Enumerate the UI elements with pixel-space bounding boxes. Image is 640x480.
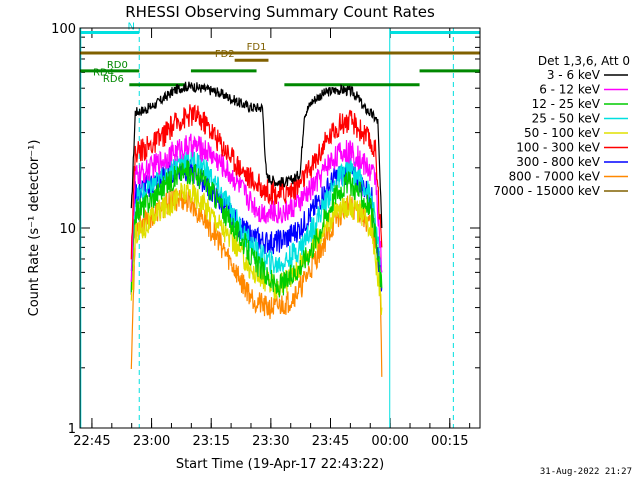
flag-label-n: N bbox=[128, 21, 135, 32]
chart-title: RHESSI Observing Summary Count Rates bbox=[125, 3, 435, 21]
legend-label-4: 50 - 100 keV bbox=[524, 126, 601, 140]
y-tick-label: 1 bbox=[68, 422, 76, 437]
flag-label-rd0: RD0 bbox=[107, 60, 128, 71]
footer-timestamp: 31-Aug-2022 21:27 bbox=[540, 467, 632, 477]
legend-label-2: 12 - 25 keV bbox=[532, 97, 601, 111]
legend-title: Det 1,3,6, Att 0 bbox=[538, 54, 630, 68]
x-axis-label: Start Time (19-Apr-17 22:43:22) bbox=[176, 457, 384, 472]
legend-label-1: 6 - 12 keV bbox=[539, 83, 601, 97]
x-tick-label: 22:45 bbox=[73, 434, 110, 449]
y-tick-label: 10 bbox=[59, 222, 76, 237]
y-tick-label: 100 bbox=[51, 22, 76, 37]
legend-label-8: 7000 - 15000 keV bbox=[493, 184, 600, 198]
legend-label-7: 800 - 7000 keV bbox=[509, 170, 601, 184]
series-line-1 bbox=[130, 133, 383, 282]
legend-label-0: 3 - 6 keV bbox=[547, 68, 601, 82]
legend-label-5: 100 - 300 keV bbox=[516, 141, 600, 155]
x-tick-label: 23:00 bbox=[133, 434, 170, 449]
series-line-5 bbox=[130, 104, 383, 260]
plot-frame bbox=[79, 27, 481, 429]
plot-area: 22:45 23:00 23:15 23:30 23:45 00:00 00:15 1 10 10… bbox=[51, 21, 480, 449]
flag-label-rd6: RD6 bbox=[103, 74, 124, 85]
flag-label-rd4: RD4 bbox=[93, 67, 114, 78]
legend-label-3: 25 - 50 keV bbox=[532, 112, 601, 126]
flag-label-fd2: FD2 bbox=[215, 49, 235, 60]
y-axis-label: Count Rate (s⁻¹ detector⁻¹) bbox=[27, 140, 42, 317]
series-line-2 bbox=[130, 160, 383, 298]
flag-label-fd1: FD1 bbox=[247, 42, 267, 53]
legend-label-6: 300 - 800 keV bbox=[516, 155, 600, 169]
x-tick-label: 00:15 bbox=[431, 434, 468, 449]
x-tick-label: 23:30 bbox=[252, 434, 289, 449]
x-tick-label: 23:15 bbox=[192, 434, 229, 449]
x-tick-label: 23:45 bbox=[312, 434, 349, 449]
x-tick-label: 00:00 bbox=[371, 434, 408, 449]
series-line-0 bbox=[130, 81, 383, 229]
